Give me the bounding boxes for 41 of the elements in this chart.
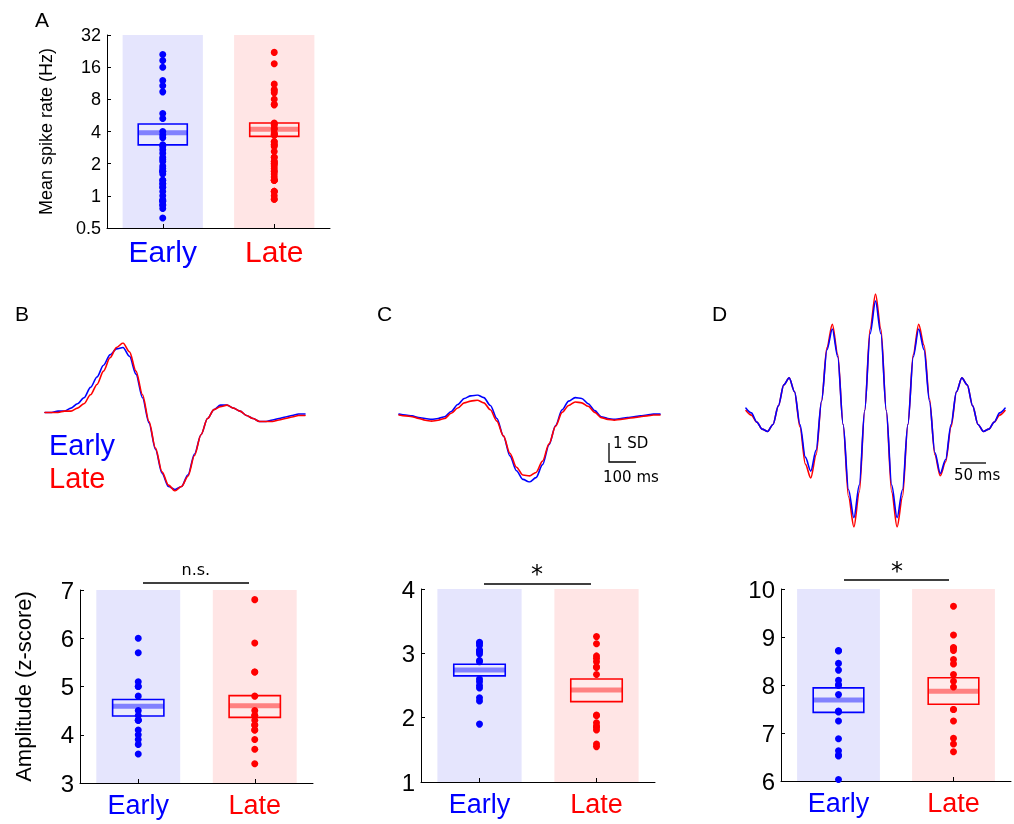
y-tick-label: 16 [80,57,101,78]
y-tick-label: 9 [761,623,775,651]
y-tick-label: 2 [90,153,101,174]
text: * [531,560,543,588]
chart-title: B [15,302,30,325]
x-tick-label: Late [927,787,980,818]
y-tick-label: 8 [761,671,775,699]
x-tick-label: Early [448,788,511,819]
y-tick-label: 1 [401,768,415,796]
x-tick-label: Late [228,789,282,820]
x-tick-label: Late [570,788,623,819]
series-label: Late [49,461,106,494]
y-tick-label: 10 [748,575,775,603]
x-tick-label: Early [107,789,170,820]
y-tick-label: 7 [761,719,775,747]
annotation: 1 SD [613,434,649,452]
y-tick-label: 6 [60,624,74,652]
y-tick-label: 0.5 [75,218,101,238]
text: n.s. [181,560,211,579]
y-tick-label: 8 [90,89,101,110]
y-tick-label: 7 [60,576,74,604]
y-tick-label: 4 [60,721,74,749]
y-tick-label: 4 [401,575,415,603]
y-tick-label: 32 [80,25,101,45]
y-tick-label: 1 [90,185,101,206]
y-tick-label: 3 [401,639,415,667]
annotation: 100 ms [603,468,659,486]
y-tick-label: 3 [60,769,74,797]
series-label: Early [49,428,116,461]
y-tick-label: 2 [401,704,415,732]
y-tick-label: 5 [60,673,74,700]
annotation: 50 ms [954,466,1001,484]
y-axis-title: Mean spike rate (Hz) [36,47,56,216]
chart-title: A [35,8,50,31]
y-tick-label: 6 [761,767,775,795]
text: * [891,557,903,585]
x-tick-label: Early [807,787,870,818]
y-tick-label: 4 [90,121,101,142]
chart-title: D [712,302,728,325]
chart-title: C [377,302,393,325]
y-axis-title: Amplitude (z-score) [10,591,36,782]
